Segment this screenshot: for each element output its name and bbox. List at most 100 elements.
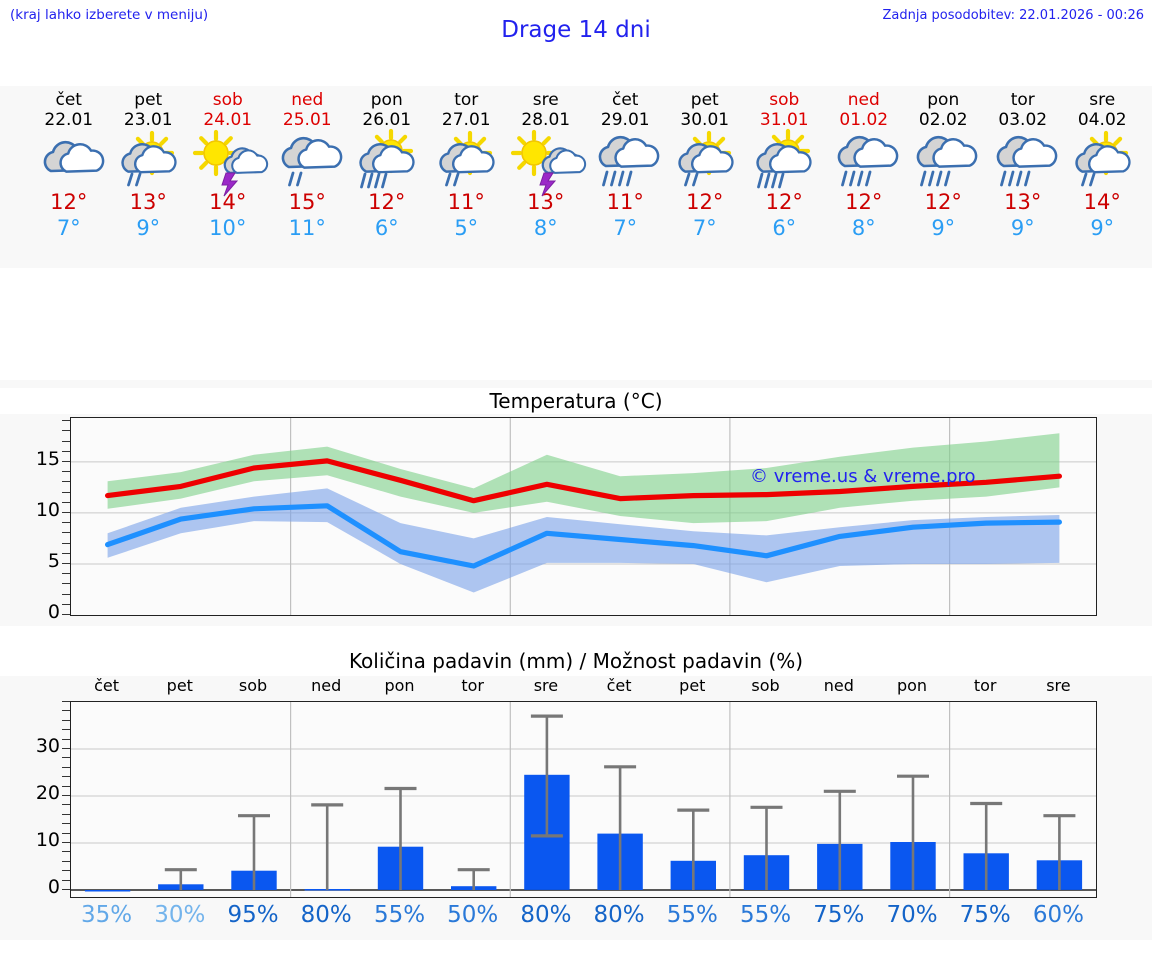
day-date: 25.01: [282, 110, 332, 130]
day-min-temp: 10°: [209, 216, 247, 240]
cloudy-icon: [33, 133, 105, 189]
temperature-axis-tick: [62, 440, 70, 442]
day-name: pon: [927, 90, 960, 110]
day-date: 24.01: [203, 110, 253, 130]
day-forecast-card[interactable]: pon 26.01 12° 6°: [347, 86, 427, 268]
precipitation-axis-tick: [62, 719, 70, 721]
day-forecast-card[interactable]: čet 29.01 11° 7°: [586, 86, 666, 268]
day-forecast-card[interactable]: sre 04.02 14° 9°: [1063, 86, 1143, 268]
day-max-temp: 12°: [765, 190, 803, 214]
precipitation-probability: 75%: [813, 902, 865, 928]
precipitation-axis-tick: [62, 870, 70, 872]
day-forecast-card[interactable]: ned 25.01 15° 11°: [268, 86, 348, 268]
day-forecast-card[interactable]: sob 31.01 12° 6°: [745, 86, 825, 268]
temperature-axis-tick: [62, 430, 70, 432]
day-forecast-card[interactable]: tor 27.01 11° 5°: [427, 86, 507, 268]
precipitation-day-label: čet: [94, 676, 120, 695]
day-forecast-card[interactable]: ned 01.02 12° 8°: [824, 86, 904, 268]
temperature-y-tick: 5: [47, 550, 60, 572]
day-min-temp: 6°: [772, 216, 797, 240]
sun-cloud-rain-icon: [669, 130, 741, 189]
precipitation-probability: 55%: [373, 902, 426, 928]
precipitation-probability: 35%: [81, 902, 133, 928]
day-name: ned: [291, 90, 324, 110]
day-max-temp: 13°: [527, 190, 565, 214]
temperature-plot-area: [70, 417, 1097, 616]
precipitation-probability: 50%: [447, 902, 499, 928]
precipitation-axis-tick: [62, 804, 70, 806]
cloud-rain-heavy-icon: [907, 133, 979, 189]
precipitation-probability: 60%: [1032, 902, 1084, 928]
sun-cloud-storm-icon: [510, 129, 586, 197]
day-max-temp: 14°: [209, 190, 247, 214]
day-min-temp: 11°: [288, 216, 326, 240]
temperature-y-tick: 10: [35, 498, 60, 521]
day-forecast-card[interactable]: pet 30.01 12° 7°: [665, 86, 745, 268]
temperature-axis-tick: [62, 573, 70, 575]
precipitation-day-label: sre: [1046, 676, 1071, 695]
day-min-temp: 7°: [613, 216, 638, 240]
page-header: (kraj lahko izberete v meniju) Drage 14 …: [0, 0, 1152, 88]
precipitation-probability: 80%: [520, 902, 572, 928]
day-min-temp: 5°: [454, 216, 479, 240]
menu-hint: (kraj lahko izberete v meniju): [10, 7, 209, 23]
precipitation-day-label: pon: [896, 676, 928, 695]
precipitation-day-label: ned: [823, 676, 854, 695]
precipitation-axis-tick: [62, 813, 70, 815]
day-date: 02.02: [918, 110, 968, 130]
day-min-temp: 7°: [56, 216, 81, 240]
day-date: 03.02: [998, 110, 1048, 130]
temperature-y-tick: 0: [47, 601, 60, 623]
precipitation-day-label: sob: [751, 676, 780, 695]
temperature-axis-tick: [62, 552, 70, 554]
day-forecast-card[interactable]: sre 28.01 13° 8°: [506, 86, 586, 268]
last-updated: Zadnja posodobitev: 22.01.2026 - 00:26: [882, 8, 1144, 23]
precipitation-axis-tick: [62, 785, 70, 787]
day-date: 27.01: [441, 110, 491, 130]
day-date: 29.01: [600, 110, 650, 130]
precipitation-day-label: čet: [606, 676, 632, 695]
day-name: pet: [134, 90, 163, 110]
day-max-temp: 12°: [924, 190, 962, 214]
day-name: tor: [454, 90, 479, 110]
day-max-temp: 12°: [50, 190, 88, 214]
day-forecast-card[interactable]: tor 03.02 13° 9°: [983, 86, 1063, 268]
precipitation-axis-tick: [62, 776, 70, 778]
cloud-rain-heavy-icon: [589, 133, 661, 189]
temperature-y-tick: 15: [35, 447, 60, 470]
precipitation-probability: 55%: [666, 902, 718, 928]
temperature-axis-tick: [62, 420, 70, 422]
day-name: pon: [370, 90, 403, 110]
day-date: 26.01: [362, 110, 412, 130]
day-name: sob: [769, 90, 800, 110]
precipitation-axis-tick: [62, 823, 70, 825]
precipitation-axis-tick: [62, 766, 70, 768]
day-forecast-card[interactable]: sob 24.01 14° 10°: [188, 86, 268, 268]
temperature-axis-tick: [62, 511, 70, 513]
temperature-axis-tick: [62, 583, 70, 585]
day-forecast-card[interactable]: čet 22.01 12° 7°: [29, 86, 109, 268]
watermark-credit: © vreme.us & vreme.pro: [750, 466, 976, 487]
day-forecast-card[interactable]: pon 02.02 12° 9°: [904, 86, 984, 268]
precipitation-axis-tick: [62, 795, 70, 796]
temperature-axis-tick: [62, 481, 70, 483]
page-title: Drage 14 dni: [501, 17, 651, 43]
day-date: 22.01: [44, 110, 94, 130]
temperature-axis-tick: [62, 532, 70, 534]
day-min-temp: 9°: [931, 216, 956, 240]
day-name: sre: [532, 90, 559, 110]
day-min-temp: 7°: [692, 216, 717, 240]
day-max-temp: 11°: [447, 190, 485, 214]
precipitation-day-label: ned: [311, 676, 342, 695]
day-max-temp: 12°: [845, 190, 883, 214]
precipitation-axis-tick: [62, 710, 70, 712]
day-min-temp: 8°: [533, 216, 558, 240]
day-min-temp: 9°: [1010, 216, 1035, 240]
temperature-svg: [71, 418, 1096, 615]
day-date: 30.01: [680, 110, 730, 130]
precipitation-y-tick: 0: [47, 876, 60, 898]
precipitation-axis-tick: [62, 851, 70, 853]
day-forecast-card[interactable]: pet 23.01 13° 9°: [109, 86, 189, 268]
sun-cloud-rain-heavy-icon: [748, 128, 820, 189]
temperature-axis-tick: [62, 460, 70, 462]
